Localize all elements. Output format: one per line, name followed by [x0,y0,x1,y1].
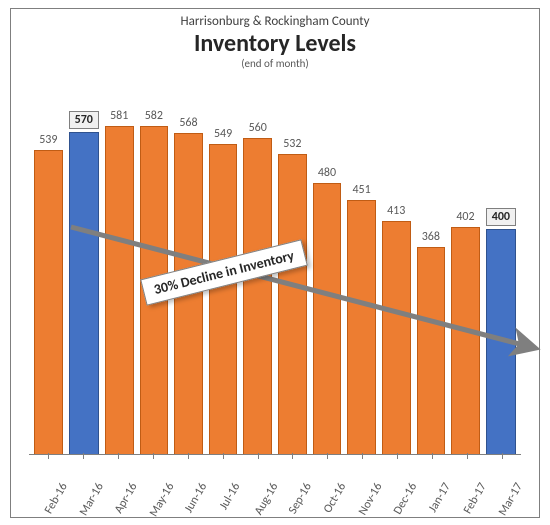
bar-column: 582 [137,87,172,455]
bar-column: 539 [31,87,66,455]
x-tick-mark [397,453,398,459]
bar-value-label: 568 [179,116,197,130]
x-tick: Apr-16 [101,457,136,511]
x-tick: Feb-16 [31,457,66,511]
bar-value-label: 570 [69,111,99,129]
x-tick: Nov-16 [345,457,380,511]
x-tick: Mar-17 [484,457,519,511]
chart-title: Inventory Levels [11,30,539,58]
x-tick: Mar-16 [66,457,101,511]
bar-value-label: 413 [387,204,405,218]
x-tick-mark [118,453,119,459]
x-tick-mark [432,453,433,459]
bar-value-label: 400 [486,208,516,226]
x-axis-labels: Feb-16Mar-16Apr-16May-16Jun-16Jul-16Aug-… [29,457,521,511]
x-tick-label: Mar-17 [496,481,526,519]
bar-rect [382,221,411,455]
bar-value-label: 549 [214,127,232,141]
bar-value-label: 451 [352,183,370,197]
x-tick: Jul-16 [205,457,240,511]
x-tick: May-16 [136,457,171,511]
bar-value-label: 581 [110,109,128,123]
x-tick: Jan-17 [414,457,449,511]
bar-value-label: 368 [422,230,440,244]
bar-rect [278,154,307,455]
bar-value-label: 560 [249,121,267,135]
x-tick-mark [223,453,224,459]
bar-value-label: 480 [318,166,336,180]
x-tick: Feb-17 [449,457,484,511]
bar-rect [34,150,63,455]
x-tick-mark [467,453,468,459]
x-tick-mark [362,453,363,459]
bar-rect [69,132,99,455]
bar-rect [417,247,446,455]
bar-rect [451,227,480,455]
x-tick-mark [153,453,154,459]
x-tick-mark [258,453,259,459]
x-baseline [29,454,521,455]
bar-value-label: 532 [283,137,301,151]
x-tick: Dec-16 [380,457,415,511]
x-tick: Sep-16 [275,457,310,511]
bar-column: 402 [448,87,483,455]
bar-rect [347,200,376,455]
bar-value-label: 402 [456,210,474,224]
bar-column: 413 [379,87,414,455]
bar-rect [243,138,272,455]
bar-column: 451 [344,87,379,455]
bar-column: 581 [102,87,137,455]
chart-pretitle: Harrisonburg & Rockingham County [11,15,539,30]
bar-column: 368 [414,87,449,455]
bar-column: 400 [483,87,519,455]
x-tick-mark [502,453,503,459]
x-tick: Jun-16 [170,457,205,511]
x-tick-mark [188,453,189,459]
bar-rect [313,183,342,455]
bar-column: 570 [66,87,102,455]
chart-subtitle: (end of month) [11,58,539,71]
x-tick: Oct-16 [310,457,345,511]
bar-column: 480 [310,87,345,455]
x-tick-mark [83,453,84,459]
bar-rect [486,229,516,455]
x-tick-mark [48,453,49,459]
bar-value-label: 582 [145,109,163,123]
bar-rect [209,144,238,455]
x-tick-mark [327,453,328,459]
x-tick: Aug-16 [240,457,275,511]
bar-value-label: 539 [39,133,57,147]
chart-frame: Harrisonburg & Rockingham County Invento… [10,8,540,518]
chart-titles: Harrisonburg & Rockingham County Invento… [11,15,539,70]
x-tick-mark [292,453,293,459]
bar-rect [105,126,134,455]
